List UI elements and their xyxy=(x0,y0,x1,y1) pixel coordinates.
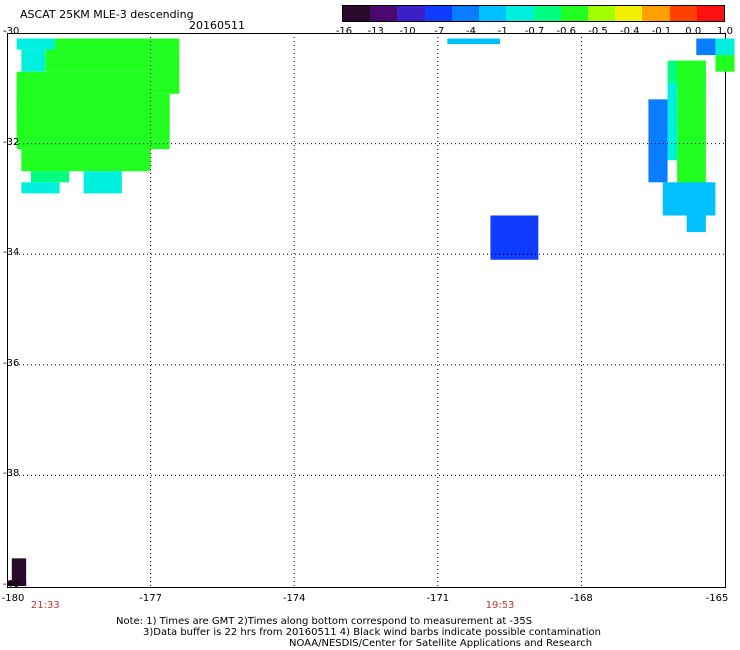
colorbar xyxy=(342,5,725,22)
colorbar-tick-label: 0.0 xyxy=(685,26,702,37)
longitude-label: -171 xyxy=(426,593,450,604)
colorbar-tick-label: -1 xyxy=(497,26,508,37)
data-cell xyxy=(447,38,501,45)
data-cell xyxy=(648,99,668,183)
product-title: ASCAT 25KM MLE-3 descending xyxy=(20,8,194,21)
note-line-2: 3)Data buffer is 22 hrs from 20160511 4)… xyxy=(143,627,601,638)
data-cell xyxy=(16,38,55,50)
data-cell xyxy=(30,171,70,183)
data-cell xyxy=(490,215,539,260)
data-cell xyxy=(21,49,46,72)
longitude-label: -174 xyxy=(282,593,306,604)
data-cell xyxy=(7,580,27,586)
colorbar-tick-label: -4 xyxy=(466,26,476,37)
colorbar-segment xyxy=(669,6,697,21)
colorbar-segment xyxy=(506,6,534,21)
latitude-label: -34 xyxy=(3,247,20,259)
data-cell xyxy=(715,55,735,72)
colorbar-segment xyxy=(479,6,507,21)
data-cell xyxy=(715,38,735,56)
colorbar-segment xyxy=(533,6,561,21)
colorbar-tick-label: -0.4 xyxy=(619,26,640,37)
data-cell xyxy=(667,82,678,161)
colorbar-segment xyxy=(587,6,616,21)
data-cell xyxy=(21,149,151,172)
colorbar-tick-label: -7 xyxy=(434,26,445,37)
data-cell xyxy=(677,60,706,194)
colorbar-tick-label: -0.6 xyxy=(556,26,577,37)
data-cell xyxy=(11,558,27,586)
map-plot-frame xyxy=(7,33,726,588)
colorbar-segment xyxy=(397,6,425,21)
product-date: 20160511 xyxy=(189,19,245,32)
colorbar-tick-label: 1.0 xyxy=(717,26,733,37)
note-line-3: NOAA/NESDIS/Center for Satellite Applica… xyxy=(289,638,593,649)
data-cell xyxy=(662,182,716,216)
data-cell xyxy=(696,38,716,56)
colorbar-segment xyxy=(451,6,480,21)
data-cell xyxy=(21,182,60,194)
colorbar-segment xyxy=(696,6,725,21)
colorbar-tick-label: -0.7 xyxy=(524,26,545,37)
data-cell xyxy=(45,38,151,72)
latitude-label: -40 xyxy=(3,579,20,590)
longitude-label: -180 xyxy=(1,593,25,604)
time-label: 21:33 xyxy=(30,600,60,611)
colorbar-tick-label: -0.1 xyxy=(651,26,672,37)
colorbar-segment xyxy=(424,6,452,21)
latitude-label: -30 xyxy=(3,26,20,37)
data-cell xyxy=(16,93,170,150)
data-cell xyxy=(150,38,180,94)
colorbar-segment xyxy=(560,6,588,21)
colorbar-tick-label: -13 xyxy=(367,26,384,37)
colorbar-segment xyxy=(343,6,371,21)
longitude-label: -177 xyxy=(139,593,162,604)
colorbar-tick-label: -0.5 xyxy=(588,26,608,37)
longitude-label: -165 xyxy=(705,593,729,604)
colorbar-segment xyxy=(642,6,670,21)
colorbar-segment xyxy=(615,6,643,21)
data-cell xyxy=(686,215,706,233)
latitude-label: -36 xyxy=(3,357,20,369)
data-cell xyxy=(83,171,122,194)
colorbar-tick-label: -10 xyxy=(399,26,416,37)
latitude-label: -38 xyxy=(3,468,20,480)
latitude-label: -32 xyxy=(3,136,20,148)
longitude-label: -168 xyxy=(570,593,593,604)
time-label: 19:53 xyxy=(485,600,515,611)
note-line-1: Note: 1) Times are GMT 2)Times along bot… xyxy=(116,616,533,627)
colorbar-segment xyxy=(370,6,398,21)
colorbar-tick-label: -16 xyxy=(335,26,353,37)
